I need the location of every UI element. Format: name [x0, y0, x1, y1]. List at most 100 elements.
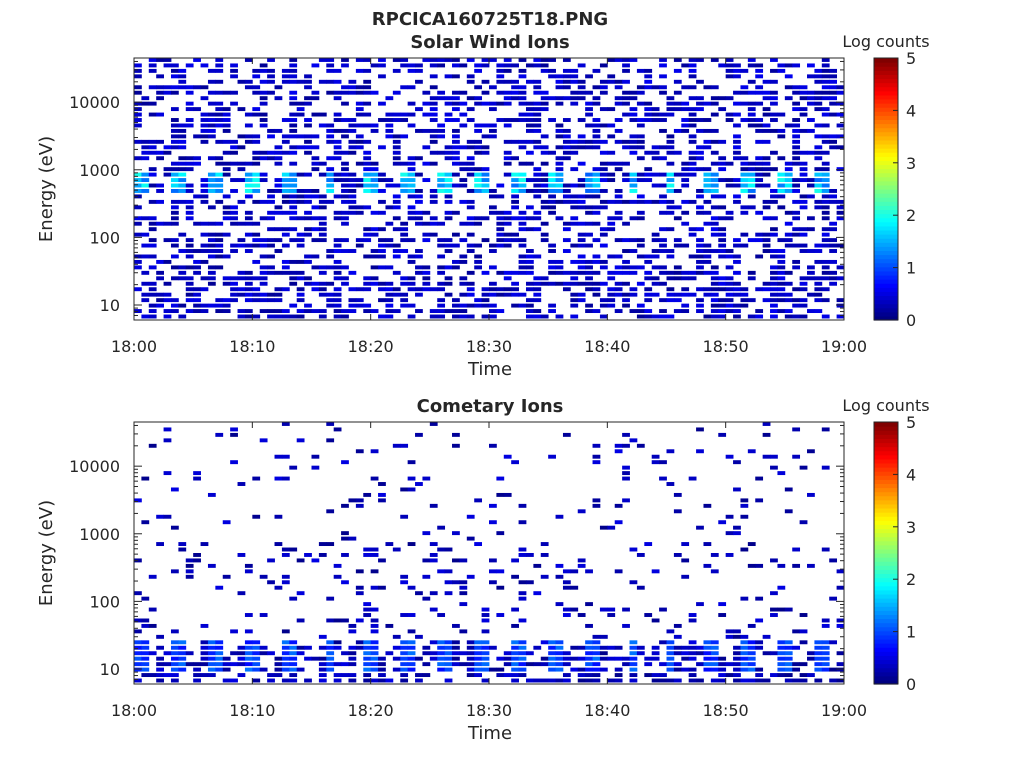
heatmap-cell — [681, 210, 690, 215]
heatmap-cell — [799, 107, 808, 112]
heatmap-cell — [474, 63, 483, 68]
heatmap-cell — [141, 476, 150, 481]
heatmap-cell — [770, 314, 778, 319]
heatmap-cell — [459, 199, 468, 204]
heatmap-cell — [592, 139, 601, 144]
heatmap-cell — [148, 673, 157, 678]
heatmap-cell — [629, 667, 638, 672]
heatmap-cell — [452, 210, 460, 215]
heatmap-cell — [740, 634, 749, 639]
heatmap-cell — [481, 678, 490, 683]
heatmap-cell — [163, 90, 172, 95]
heatmap-cell — [599, 243, 608, 248]
heatmap-cell — [821, 90, 830, 95]
heatmap-cell — [281, 79, 290, 84]
heatmap-cell — [562, 194, 571, 199]
heatmap-cell — [548, 667, 556, 672]
heatmap-cell — [489, 520, 497, 525]
heatmap-cell — [740, 156, 749, 161]
heatmap-cell — [666, 249, 675, 253]
heatmap-cell — [718, 254, 727, 259]
heatmap-cell — [710, 58, 719, 62]
heatmap-cell — [281, 574, 290, 579]
heatmap-cell — [466, 281, 475, 286]
heatmap-cell — [533, 90, 542, 95]
heatmap-cell — [725, 662, 734, 667]
heatmap-cell — [163, 438, 172, 443]
colorbar-tick-label: 2 — [906, 206, 916, 225]
heatmap-cell — [629, 656, 638, 661]
heatmap-cell — [503, 238, 512, 243]
heatmap-cell — [807, 449, 815, 454]
heatmap-cell — [599, 303, 608, 308]
heatmap-cell — [807, 183, 815, 188]
heatmap-cell — [703, 139, 712, 144]
heatmap-cell — [718, 178, 727, 183]
heatmap-cell — [444, 178, 453, 183]
heatmap-cell — [799, 150, 808, 155]
heatmap-cell — [489, 128, 497, 133]
colorbar-segment — [874, 524, 898, 530]
heatmap-cell — [503, 79, 512, 84]
heatmap-cell — [792, 183, 801, 188]
heatmap-cell — [400, 303, 409, 308]
heatmap-cell — [829, 227, 838, 232]
colorbar-segment — [874, 299, 898, 305]
heatmap-cell — [252, 112, 261, 117]
heatmap-cell — [799, 465, 808, 470]
heatmap-cell — [762, 422, 771, 426]
heatmap-cell — [821, 205, 830, 210]
heatmap-cell — [651, 112, 660, 117]
heatmap-cell — [474, 150, 483, 155]
heatmap-cell — [562, 238, 571, 243]
heatmap-cell — [703, 270, 712, 275]
heatmap-cell — [392, 150, 401, 155]
heatmap-cell — [784, 167, 793, 172]
heatmap-cell — [599, 634, 608, 639]
heatmap-cell — [770, 101, 778, 106]
heatmap-cell — [318, 309, 327, 314]
heatmap-cell — [629, 107, 638, 112]
heatmap-cell — [437, 270, 446, 275]
heatmap-cell — [562, 607, 571, 612]
heatmap-cell — [747, 276, 756, 281]
heatmap-cell — [829, 667, 838, 672]
heatmap-cell — [755, 90, 764, 95]
heatmap-cell — [466, 514, 475, 519]
colorbar-segment — [874, 557, 898, 562]
heatmap-cell — [503, 492, 512, 497]
heatmap-cell — [585, 656, 593, 661]
heatmap-cell — [304, 96, 312, 101]
heatmap-cell — [533, 107, 542, 112]
heatmap-cell — [585, 678, 593, 683]
heatmap-cell — [267, 79, 275, 84]
heatmap-cell — [134, 629, 142, 634]
heatmap-cell — [474, 221, 483, 226]
heatmap-cell — [148, 68, 157, 73]
heatmap-cell — [814, 259, 823, 264]
heatmap-cell — [592, 460, 601, 465]
heatmap-cell — [651, 85, 660, 90]
heatmap-cell — [518, 270, 527, 275]
heatmap-cell — [577, 292, 586, 297]
heatmap-cell — [333, 662, 342, 667]
heatmap-cell — [696, 265, 704, 270]
heatmap-cell — [518, 656, 527, 661]
heatmap-cell — [326, 63, 335, 68]
heatmap-cell — [681, 276, 690, 281]
heatmap-cell — [363, 139, 372, 144]
heatmap-cell — [215, 189, 224, 193]
heatmap-cell — [474, 651, 483, 656]
heatmap-cell — [681, 651, 690, 656]
heatmap-cell — [799, 629, 808, 634]
heatmap-cell — [326, 139, 335, 144]
heatmap-cell — [363, 607, 372, 612]
heatmap-cell — [570, 259, 579, 264]
heatmap-cell — [252, 476, 261, 481]
colorbar-segment — [874, 115, 898, 120]
heatmap-cell — [333, 249, 342, 253]
heatmap-cell — [230, 63, 238, 68]
y-tick-label: 100 — [89, 228, 120, 247]
heatmap-cell — [599, 178, 608, 183]
heatmap-cell — [363, 547, 372, 552]
